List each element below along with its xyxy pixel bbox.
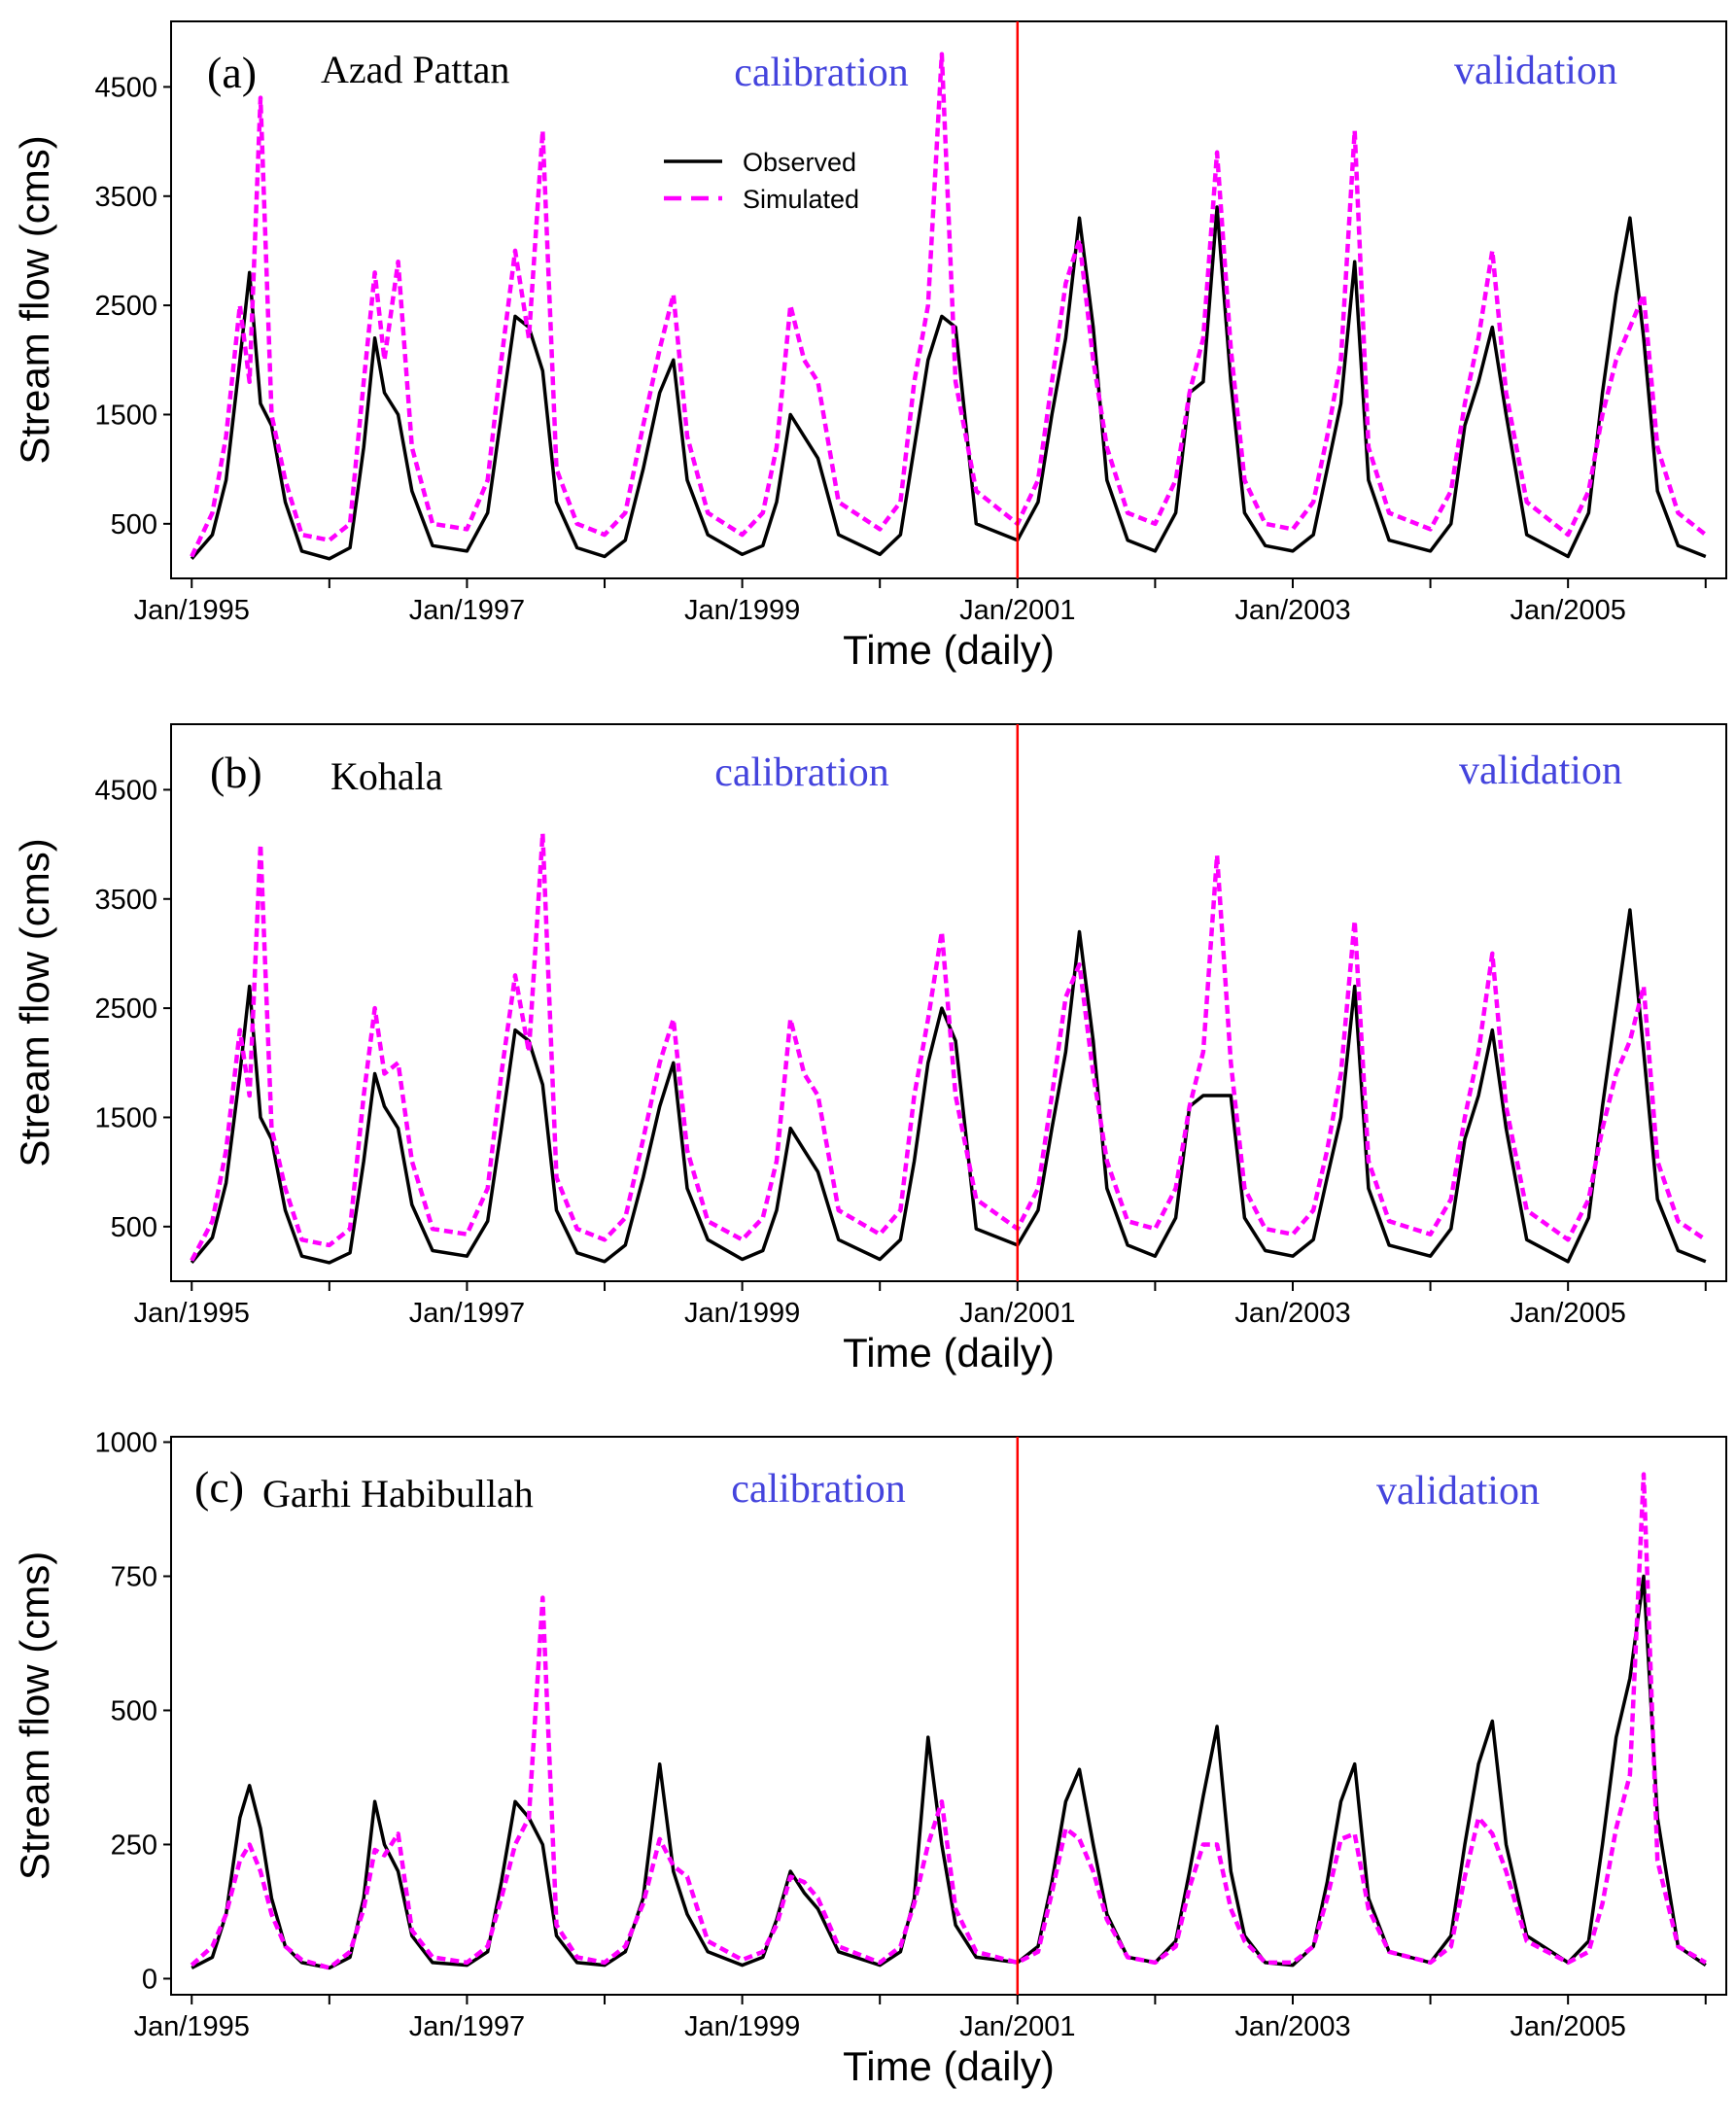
y-tick-label: 3500 <box>94 182 157 213</box>
plot-frame <box>170 1436 1727 1996</box>
observed-series-line <box>191 1574 1707 1970</box>
x-tick-label: Jan/1995 <box>134 595 250 626</box>
x-tick-label: Jan/2001 <box>959 2011 1075 2042</box>
panel-label: (a) <box>207 48 257 97</box>
legend-simulated-label: Simulated <box>743 185 859 214</box>
y-tick-label: 500 <box>111 1695 157 1726</box>
plot-frame <box>170 723 1727 1282</box>
y-tick-label: 1500 <box>94 1102 157 1133</box>
x-tick-label: Jan/1997 <box>409 1298 525 1329</box>
y-tick-label: 3500 <box>94 885 157 916</box>
x-tick-label: Jan/1997 <box>409 595 525 626</box>
station-label: Kohala <box>330 754 443 798</box>
observed-series-line <box>190 205 1707 561</box>
x-tick-label: Jan/1995 <box>134 2011 250 2042</box>
y-tick-label: 2500 <box>94 291 157 322</box>
panel-label: (c) <box>194 1462 244 1512</box>
x-tick-label: Jan/1997 <box>409 2011 525 2042</box>
validation-label: validation <box>1459 749 1622 793</box>
x-tick-label: Jan/2003 <box>1234 2011 1350 2042</box>
plot-frame <box>170 20 1727 579</box>
simulated-series-line <box>190 831 1708 1262</box>
calibration-label: calibration <box>734 51 909 95</box>
y-tick-label: 4500 <box>94 72 157 103</box>
x-tick-label: Jan/2005 <box>1510 595 1626 626</box>
observed-series-line <box>190 908 1707 1265</box>
panel-label: (b) <box>210 748 262 797</box>
y-tick-label: 500 <box>111 1212 157 1243</box>
x-axis-title: Time (daily) <box>843 2043 1055 2089</box>
x-tick-label: Jan/2003 <box>1234 595 1350 626</box>
y-axis-title: Stream flow (cms) <box>12 135 57 464</box>
chart-panel-b: 500 1500 2500 3500 4500 Jan/1995 Jan/1997 Jan/1… <box>12 723 1727 1376</box>
simulated-series-line <box>190 1472 1707 1970</box>
x-tick-label: Jan/2005 <box>1510 2011 1626 2042</box>
y-tick-label: 4500 <box>94 775 157 806</box>
calibration-label: calibration <box>714 750 889 795</box>
legend: Observed Simulated <box>664 148 859 214</box>
y-tick-label: 1000 <box>94 1428 157 1459</box>
chart-panel-a: 500 1500 2500 3500 4500 Jan/1995 Jan/1997 Jan/1… <box>12 20 1727 673</box>
station-label: Garhi Habibullah <box>262 1472 534 1515</box>
x-axis-title: Time (daily) <box>843 627 1055 673</box>
x-tick-label: Jan/1999 <box>684 1298 800 1329</box>
x-tick-label: Jan/2001 <box>959 595 1075 626</box>
x-tick-label: Jan/1995 <box>134 1298 250 1329</box>
y-axis-title: Stream flow (cms) <box>12 1551 57 1880</box>
y-tick-label: 250 <box>111 1829 157 1861</box>
x-tick-label: Jan/1999 <box>684 595 800 626</box>
x-tick-label: Jan/2001 <box>959 1298 1075 1329</box>
y-tick-label: 750 <box>111 1562 157 1593</box>
station-label: Azad Pattan <box>321 48 509 91</box>
validation-label: validation <box>1454 49 1617 93</box>
chart-panel-c: 0 250 500 750 1000 Jan/1995 Jan/1997 Jan/1999 Ja… <box>12 1428 1727 2089</box>
x-axis-title: Time (daily) <box>843 1330 1055 1376</box>
y-axis-title: Stream flow (cms) <box>12 838 57 1167</box>
legend-observed-label: Observed <box>743 148 856 177</box>
y-tick-label: 2500 <box>94 993 157 1025</box>
calibration-label: calibration <box>731 1467 906 1512</box>
y-tick-label: 500 <box>111 509 157 540</box>
validation-label: validation <box>1376 1469 1540 1514</box>
y-tick-label: 1500 <box>94 400 157 431</box>
y-tick-label: 0 <box>142 1964 157 1995</box>
x-tick-label: Jan/2005 <box>1510 1298 1626 1329</box>
x-tick-label: Jan/2003 <box>1234 1298 1350 1329</box>
x-tick-label: Jan/1999 <box>684 2011 800 2042</box>
simulated-series-line <box>190 52 1708 558</box>
